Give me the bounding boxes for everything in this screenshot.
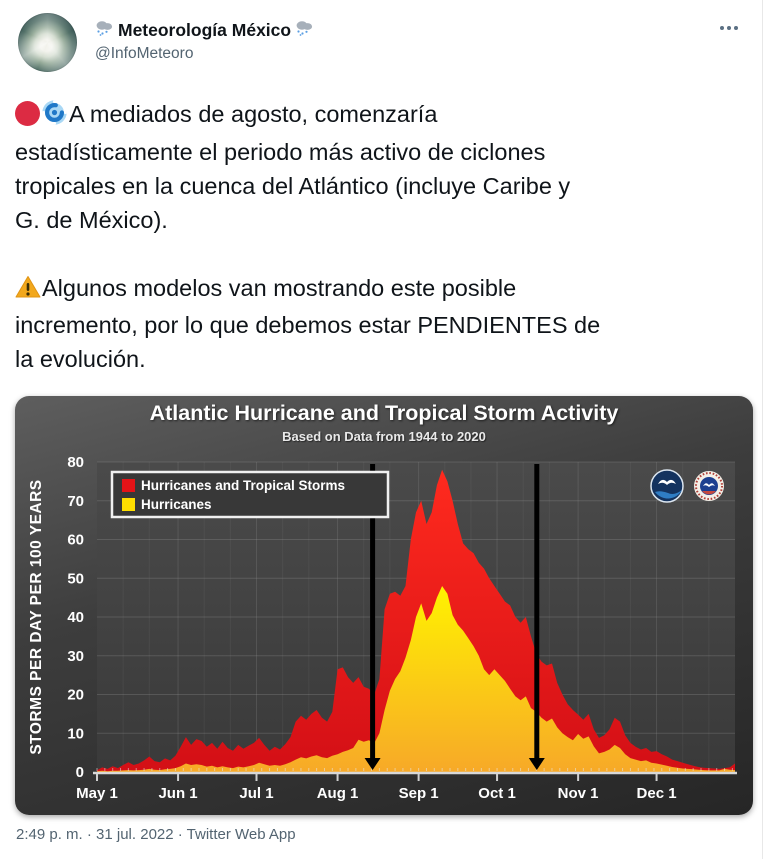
chart-title: Atlantic Hurricane and Tropical Storm Ac… [149, 401, 619, 425]
user-handle[interactable]: @InfoMeteoro [95, 45, 194, 62]
legend-swatch-hurricanes [122, 498, 135, 511]
svg-text:0: 0 [76, 764, 84, 781]
legend-label-hurricanes: Hurricanes [141, 497, 212, 512]
svg-text:10: 10 [67, 725, 84, 742]
nws-logo-icon [694, 471, 724, 501]
y-axis-label: STORMS PER DAY PER 100 YEARS [28, 479, 45, 754]
area-series [97, 469, 735, 772]
rain-cloud-icon [294, 19, 314, 41]
svg-text:60: 60 [67, 532, 84, 549]
legend-label-storms: Hurricanes and Tropical Storms [141, 478, 345, 493]
svg-text:80: 80 [67, 454, 84, 471]
tweet-timestamp: 2:49 p. m. · 31 jul. 2022 · Twitter Web … [16, 826, 296, 843]
red-circle-icon [15, 101, 40, 126]
more-icon[interactable] [720, 26, 738, 30]
noaa-logo-icon [650, 469, 684, 503]
warning-icon [15, 274, 41, 308]
hurricane-activity-chart: May 1 Jun 1 Jul 1 Aug 1 Sep 1 Oct 1 Nov 1 Dec 1… [28, 454, 737, 802]
svg-text:70: 70 [67, 493, 84, 510]
avatar[interactable] [18, 13, 77, 72]
display-name-row[interactable]: Meteorología México [94, 19, 315, 41]
svg-text:20: 20 [67, 687, 84, 704]
axes-and-ticks: May 1 Jun 1 Jul 1 Aug 1 Sep 1 Oct 1 Nov 1 Dec 1… [67, 454, 737, 802]
cyclone-icon [41, 99, 68, 135]
tweet-paragraph-2: Algunos modelos van mostrando este posib… [15, 275, 601, 372]
svg-text:40: 40 [67, 609, 84, 626]
tweet-paragraph-1: A mediados de agosto, comenzaría estadís… [15, 101, 571, 233]
svg-text:30: 30 [67, 648, 84, 665]
svg-text:Aug 1: Aug 1 [317, 785, 359, 802]
svg-text:Nov 1: Nov 1 [558, 785, 599, 802]
tweet-text: A mediados de agosto, comenzaría estadís… [15, 97, 737, 376]
chart-attachment[interactable]: May 1 Jun 1 Jul 1 Aug 1 Sep 1 Oct 1 Nov 1 Dec 1… [15, 396, 753, 815]
svg-text:Dec 1: Dec 1 [637, 785, 677, 802]
chart-subtitle: Based on Data from 1944 to 2020 [282, 429, 486, 444]
display-name[interactable]: Meteorología México [118, 19, 292, 40]
svg-text:May 1: May 1 [76, 785, 118, 802]
rain-cloud-icon [94, 19, 114, 41]
svg-text:Jul 1: Jul 1 [239, 785, 273, 802]
chart-legend: Hurricanes and Tropical Storms Hurricane… [110, 470, 390, 519]
svg-text:50: 50 [67, 570, 84, 587]
svg-text:Oct 1: Oct 1 [478, 785, 516, 802]
page-right-divider [762, 0, 763, 859]
svg-text:Jun 1: Jun 1 [158, 785, 197, 802]
legend-swatch-storms [122, 479, 135, 492]
svg-text:Sep 1: Sep 1 [399, 785, 439, 802]
